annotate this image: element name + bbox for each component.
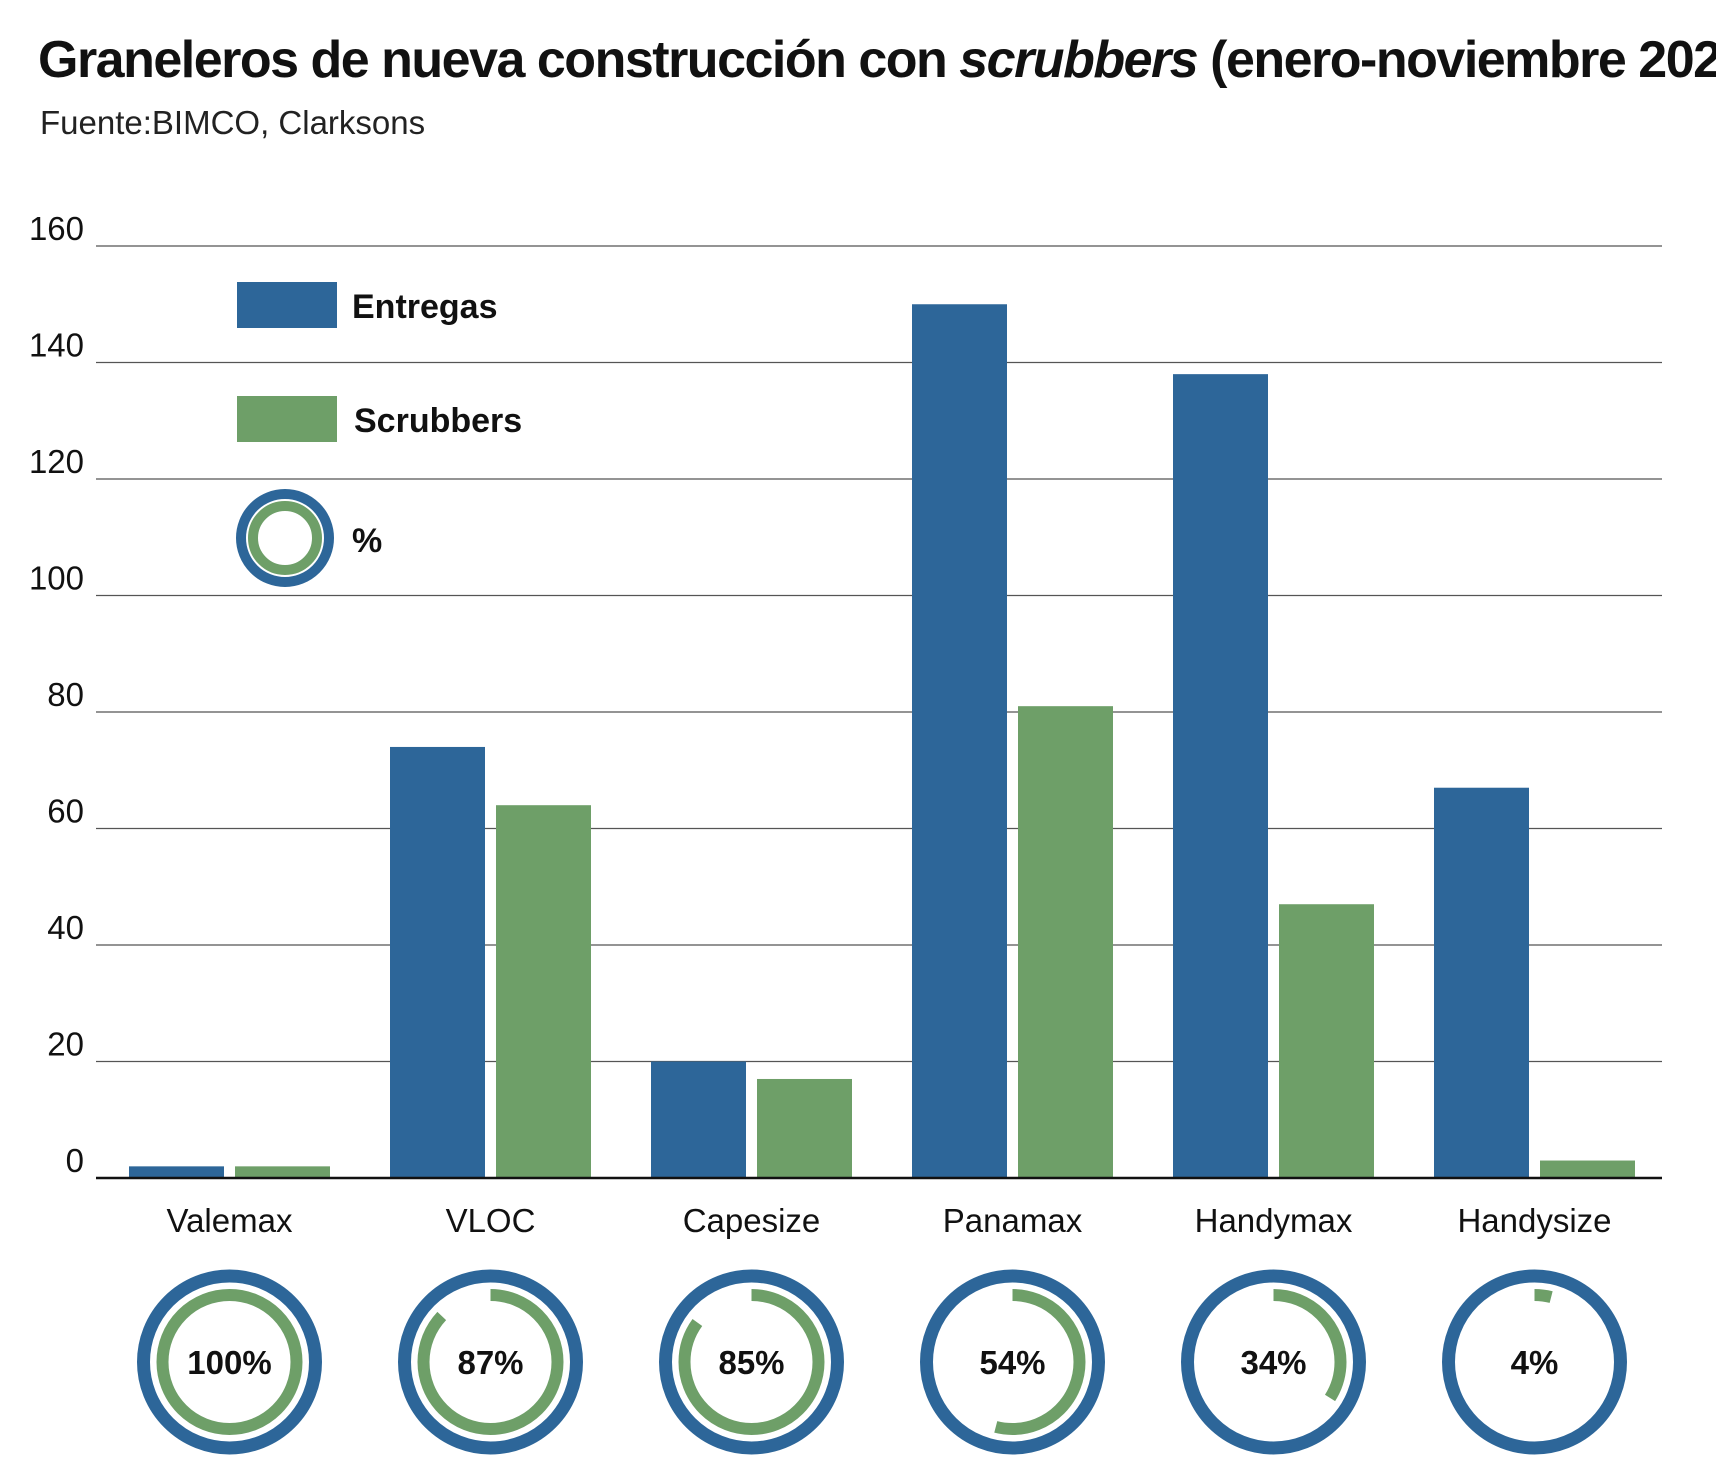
y-tick-label-80: 80 [47,676,84,713]
x-category-label-vloc: VLOC [446,1202,536,1239]
bar-scrubbers-panamax [1018,706,1113,1178]
percent-label-capesize: 85% [718,1344,784,1381]
ring-progress-panamax [939,1289,1086,1435]
bar-scrubbers-valemax [235,1166,330,1178]
bar-entregas-vloc [390,746,485,1178]
x-category-label-handymax: Handymax [1195,1202,1353,1239]
bar-entregas-valemax [129,1166,224,1178]
percentage-rings: 100% 87% 85% 54% 34% 4% [137,1269,1627,1455]
percent-label-panamax: 54% [979,1344,1045,1381]
y-tick-label-0: 0 [66,1142,84,1179]
percent-label-handysize: 4% [1511,1344,1559,1381]
ring-outer-valemax [137,1269,322,1455]
bar-scrubbers-vloc [496,805,591,1178]
y-tick-label-60: 60 [47,793,84,830]
x-category-label-capesize: Capesize [683,1202,821,1239]
percent-label-vloc: 87% [457,1344,523,1381]
bars [129,304,1635,1178]
ring-outer-handymax [1181,1269,1366,1455]
chart-source: Fuente:BIMCO, Clarksons [40,104,426,141]
ring-progress-handysize [1461,1289,1608,1435]
y-tick-label-140: 140 [29,327,84,364]
y-tick-label-20: 20 [47,1026,84,1063]
ring-progress-handymax [1200,1289,1347,1435]
bar-entregas-panamax [912,304,1007,1178]
title-text-end: (enero-noviembre 2020) [1197,31,1716,89]
ring-outer-capesize [659,1269,844,1455]
legend-swatch-scrubbers [237,396,337,442]
bar-scrubbers-handysize [1540,1160,1635,1178]
grid-lines [96,245,1662,1063]
y-tick-label-100: 100 [29,560,84,597]
y-tick-label-160: 160 [29,210,84,247]
legend-label-scrubbers: Scrubbers [354,402,522,440]
bar-entregas-handysize [1434,787,1529,1178]
x-category-label-panamax: Panamax [943,1202,1083,1239]
percent-label-handymax: 34% [1240,1344,1306,1381]
bar-entregas-capesize [651,1061,746,1178]
title-text: Graneleros de nueva construcción con [38,31,960,89]
legend-label-entregas: Entregas [352,288,498,326]
ring-outer-handysize [1442,1269,1627,1455]
bar-entregas-handymax [1173,374,1268,1178]
legend: Entregas Scrubbers% [236,282,522,587]
legend-ring-outer [236,489,334,587]
axes: 0 20 40 60 80 100 120 140 160 Valemax VLOC Capesize… [29,210,1662,1239]
ring-outer-panamax [920,1269,1105,1455]
legend-swatch-entregas [237,282,337,328]
x-category-label-valemax: Valemax [167,1202,293,1239]
ring-progress-valemax [156,1289,303,1435]
legend-label-percent: % [352,522,382,560]
ring-progress-capesize [678,1289,825,1435]
bar-scrubbers-handymax [1279,904,1374,1178]
legend-ring-inner [248,501,322,575]
bar-scrubbers-capesize [757,1078,852,1178]
percent-label-valemax: 100% [187,1344,271,1381]
ring-outer-vloc [398,1269,583,1455]
x-category-label-handysize: Handysize [1457,1202,1611,1239]
ring-progress-vloc [417,1289,564,1435]
y-tick-label-40: 40 [47,909,84,946]
title-italic-text: scrubbers [959,31,1198,89]
chart-title: Graneleros de nueva construcción con scr… [38,30,1716,90]
y-tick-label-120: 120 [29,443,84,480]
